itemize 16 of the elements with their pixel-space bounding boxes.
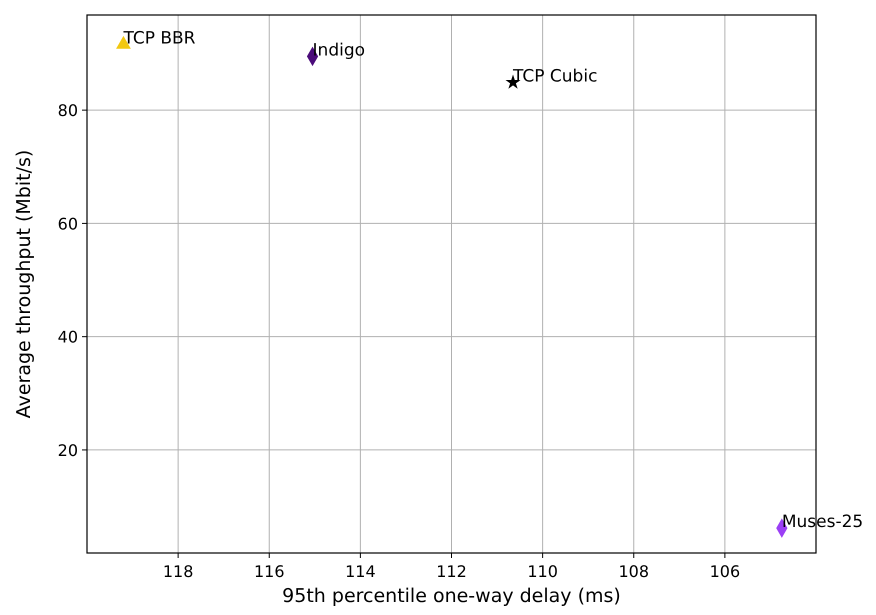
- y-tick-label: 40: [58, 328, 78, 347]
- x-tick-label: 106: [710, 562, 740, 581]
- y-tick-label: 20: [58, 440, 78, 460]
- x-tick-label: 118: [162, 562, 194, 581]
- series-label: TCP BBR: [122, 28, 196, 48]
- x-tick-label: 114: [345, 562, 376, 581]
- x-tick-label: 116: [254, 562, 285, 581]
- y-tick-label: 60: [58, 214, 78, 234]
- y-axis-title: Average throughput (Mbit/s): [13, 150, 35, 418]
- series-label: TCP Cubic: [512, 66, 598, 86]
- y-tick-label: 80: [58, 101, 78, 120]
- x-tick-label: 110: [527, 562, 558, 581]
- x-tick-label: 112: [436, 562, 467, 581]
- x-tick-label: 108: [618, 562, 650, 581]
- x-axis-title: 95th percentile one-way delay (ms): [282, 585, 621, 607]
- series-label: Indigo: [312, 40, 366, 60]
